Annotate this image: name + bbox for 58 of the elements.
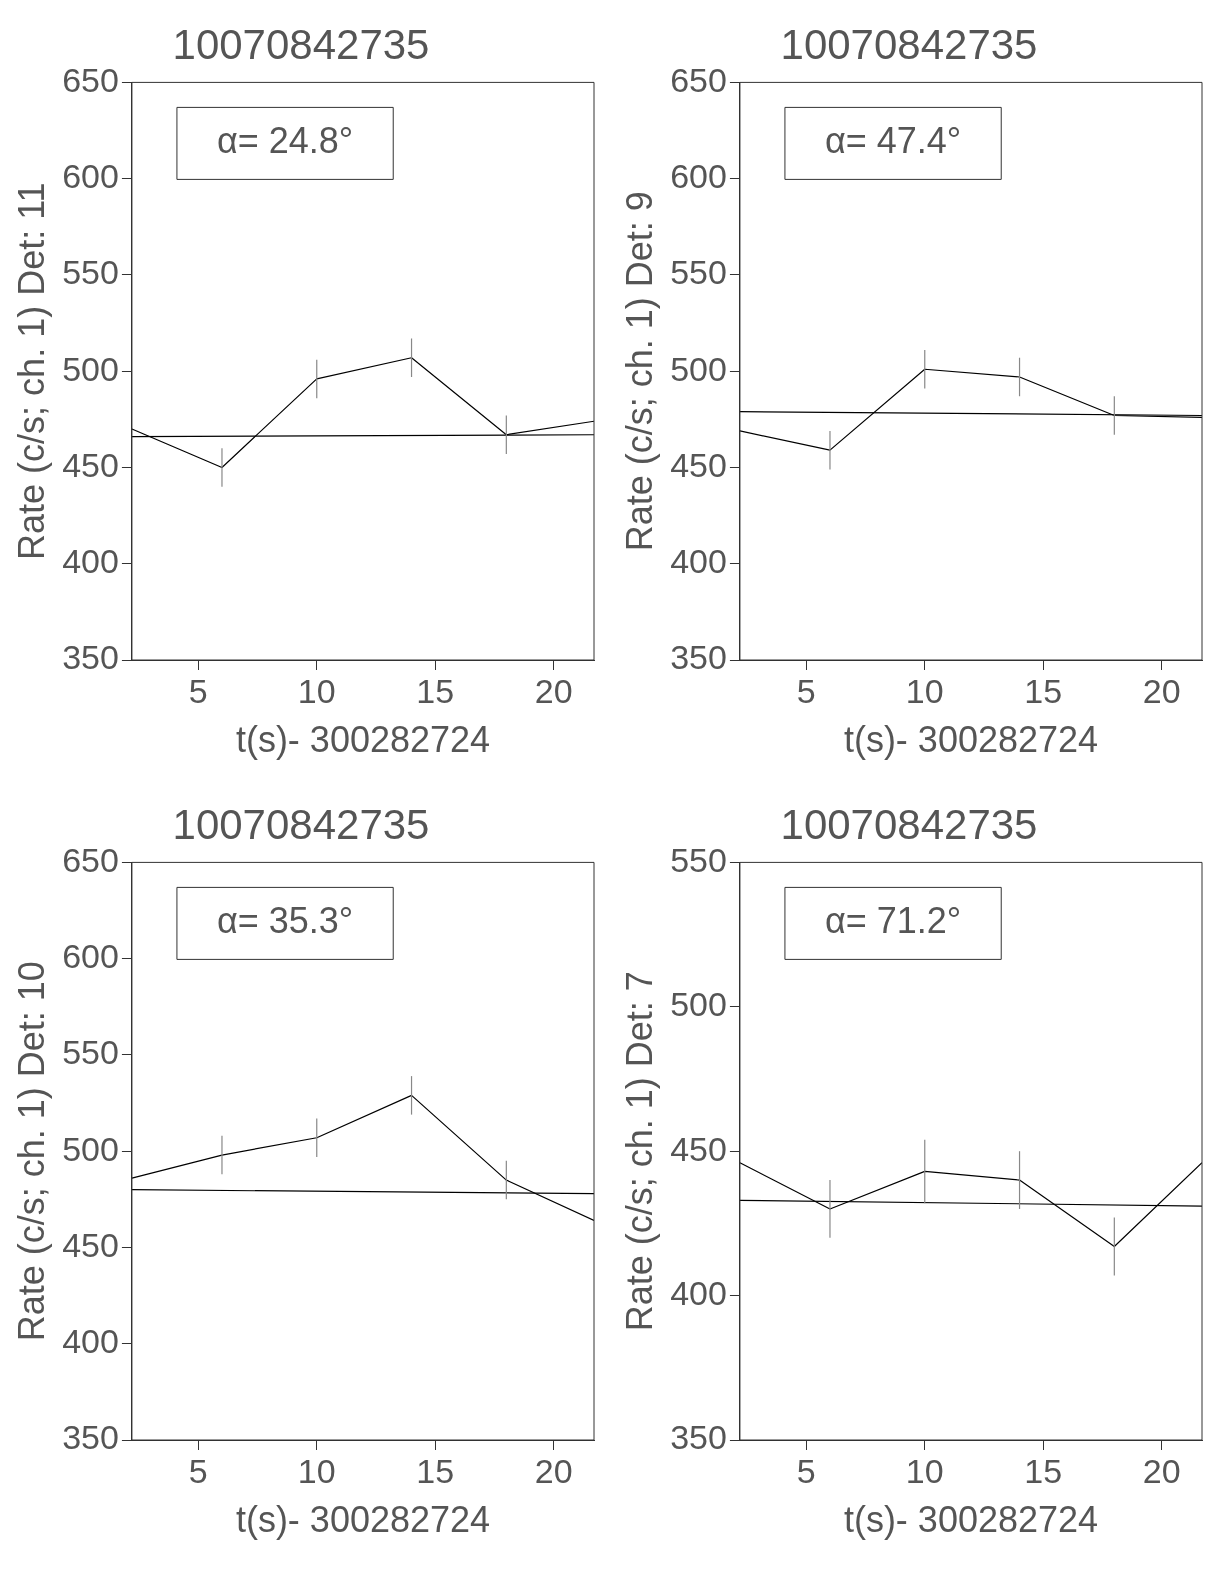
x-tick-label: 15 (416, 671, 455, 710)
chart-title: 10070842735 (172, 20, 430, 68)
y-axis-title: Rate (c/s; ch. 1) Det: 7 (618, 971, 660, 1332)
y-tick-label: 350 (670, 638, 727, 677)
y-tick-label: 450 (670, 1129, 727, 1168)
y-tick-label: 400 (670, 542, 727, 581)
y-tick-label: 400 (670, 1273, 727, 1312)
x-axis-title: t(s)- 300282724 (235, 1499, 491, 1541)
y-tick-label: 350 (62, 638, 119, 677)
y-tick-label: 600 (62, 937, 119, 976)
y-tick-label: 450 (62, 1225, 119, 1264)
y-tick-label: 500 (670, 985, 727, 1024)
x-tick-label: 10 (297, 1451, 336, 1490)
y-tick-label: 650 (62, 60, 119, 99)
y-tick-label: 500 (670, 349, 727, 388)
x-tick-label: 20 (534, 1451, 573, 1490)
y-tick-label: 650 (670, 60, 727, 99)
y-axis-title: Rate (c/s; ch. 1) Det: 10 (10, 961, 52, 1342)
x-tick-label: 10 (297, 671, 336, 710)
y-tick-label: 350 (670, 1418, 727, 1457)
annotation: α= 35.3° (216, 900, 354, 942)
x-tick-label: 15 (1024, 671, 1063, 710)
y-axis-title: Rate (c/s; ch. 1) Det: 11 (10, 182, 52, 560)
chart-title: 10070842735 (780, 20, 1038, 68)
annotation: α= 47.4° (824, 120, 962, 162)
x-tick-label: 10 (905, 671, 944, 710)
annotation: α= 24.8° (216, 120, 354, 162)
x-tick-label: 5 (188, 671, 208, 710)
chart-title: 10070842735 (172, 800, 430, 848)
y-tick-label: 550 (670, 840, 727, 879)
y-tick-label: 400 (62, 542, 119, 581)
y-tick-label: 600 (670, 157, 727, 196)
y-tick-label: 450 (670, 445, 727, 484)
x-tick-label: 5 (796, 1451, 816, 1490)
x-tick-label: 20 (1142, 1451, 1181, 1490)
chart-title: 10070842735 (780, 800, 1038, 848)
x-axis-title: t(s)- 300282724 (843, 719, 1099, 761)
y-tick-label: 350 (62, 1418, 119, 1457)
y-tick-label: 650 (62, 840, 119, 879)
y-tick-label: 550 (62, 253, 119, 292)
x-tick-label: 15 (416, 1451, 455, 1490)
x-tick-label: 20 (1142, 671, 1181, 710)
annotation: α= 71.2° (824, 900, 962, 942)
y-tick-label: 450 (62, 445, 119, 484)
y-tick-label: 500 (62, 349, 119, 388)
x-tick-label: 5 (188, 1451, 208, 1490)
x-tick-label: 10 (905, 1451, 944, 1490)
y-tick-label: 500 (62, 1129, 119, 1168)
y-tick-label: 600 (62, 157, 119, 196)
x-tick-label: 15 (1024, 1451, 1063, 1490)
y-tick-label: 550 (670, 253, 727, 292)
x-tick-label: 20 (534, 671, 573, 710)
y-tick-label: 550 (62, 1033, 119, 1072)
x-axis-title: t(s)- 300282724 (843, 1499, 1099, 1541)
x-tick-label: 5 (796, 671, 816, 710)
x-axis-title: t(s)- 300282724 (235, 719, 491, 761)
y-tick-label: 400 (62, 1322, 119, 1361)
y-axis-title: Rate (c/s; ch. 1) Det: 9 (618, 191, 660, 552)
